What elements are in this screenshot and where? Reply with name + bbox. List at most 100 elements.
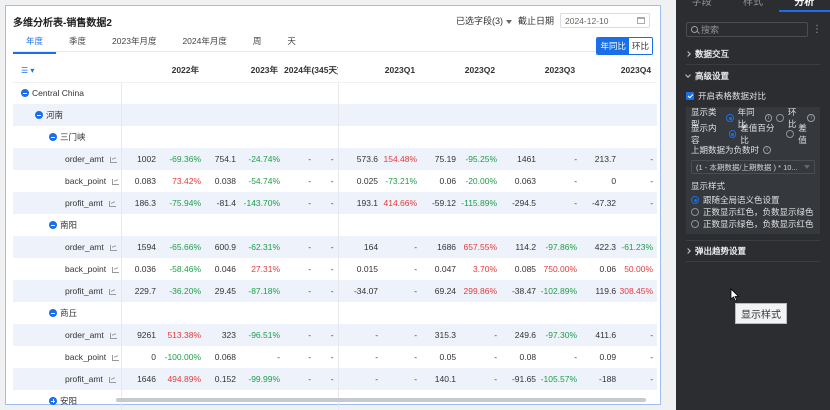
compare-cell: - (650, 352, 654, 362)
compare-cell: - (381, 236, 422, 258)
empty-cell (314, 126, 339, 148)
yoy-button[interactable]: 年同比 (597, 38, 629, 54)
trend-chart-icon[interactable] (109, 332, 117, 339)
empty-cell (581, 302, 619, 324)
metric-name: profit_amt (65, 198, 103, 208)
empty-cell (314, 214, 339, 236)
compare-cell: - (539, 148, 582, 170)
value-cell: 0.025 (356, 176, 379, 186)
value-cell: -81.4 (205, 192, 240, 214)
search-input[interactable]: 搜索 (686, 22, 808, 37)
group-label[interactable]: 河南 (13, 104, 122, 126)
tooltip: 显示样式 (735, 303, 787, 324)
metric-name: back_point (65, 352, 107, 362)
compare-cell: -58.46% (169, 264, 202, 274)
negative-formula-select[interactable]: (1 - 本期数据/上期数据 ) * 10... (691, 160, 815, 174)
empty-cell (284, 214, 314, 236)
metric-name: back_point (65, 264, 107, 274)
collapse-icon[interactable] (21, 89, 29, 98)
empty-cell (581, 104, 620, 126)
empty-cell (205, 104, 240, 126)
trend-chart-icon[interactable] (109, 156, 117, 163)
compare-cell: - (314, 280, 339, 302)
trend-chart-icon[interactable] (108, 288, 116, 295)
value-cell: 29.45 (205, 280, 240, 302)
trend-chart-icon[interactable] (112, 354, 120, 361)
tab-year[interactable]: 年度 (13, 32, 57, 54)
enable-compare-checkbox[interactable]: 开启表格数据对比 (686, 87, 820, 105)
col-header: 2023Q3 (501, 58, 582, 83)
sort-icon: ☰ ▾ (21, 65, 35, 75)
tab-fields[interactable]: 字段 (691, 0, 712, 8)
section-trend-popup: 弹出趋势设置 (676, 240, 830, 262)
empty-cell (381, 104, 422, 126)
collapse-icon[interactable] (49, 133, 57, 141)
collapse-icon[interactable] (35, 111, 43, 119)
style-option-red-pos[interactable]: 正数显示红色，负数显示绿色 (691, 206, 815, 218)
group-label[interactable]: 三门峡 (13, 126, 122, 148)
tab-week[interactable]: 周 (252, 36, 262, 46)
radio-yoy[interactable] (726, 114, 734, 122)
mom-button[interactable]: 环比 (628, 38, 652, 54)
compare-cell: -97.86% (539, 236, 582, 258)
compare-cell: - (314, 368, 339, 390)
group-label[interactable]: 商丘 (13, 302, 122, 324)
tab-divider (13, 51, 653, 52)
compare-cell: -54.74% (248, 176, 281, 186)
data-interaction-header[interactable]: 数据交互 (685, 43, 820, 65)
compare-cell: -61.23% (619, 236, 658, 258)
group-label[interactable]: 南阳 (13, 214, 122, 236)
style-option-green-pos[interactable]: 正数显示绿色，负数显示红色 (691, 218, 815, 230)
radio-diff-label: 差值 (798, 123, 807, 145)
display-style-label: 显示样式 (691, 181, 726, 191)
compare-cell: -105.57% (539, 368, 582, 390)
compare-cell: - (414, 352, 418, 362)
more-icon[interactable]: ⋮ (812, 23, 822, 35)
empty-cell (619, 126, 657, 148)
trend-chart-icon[interactable] (112, 266, 120, 273)
tab-2023-month[interactable]: 2023年月度 (112, 36, 157, 46)
group-label[interactable]: 安阳 (13, 390, 122, 410)
radio-diff-pct[interactable] (728, 130, 737, 138)
value-cell: 0.06 (599, 264, 617, 274)
empty-cell (239, 214, 284, 236)
tab-2024-month[interactable]: 2024年月度 (182, 36, 227, 46)
compare-cell: - (314, 324, 339, 346)
cutoff-date-input[interactable]: 2024-12-10 (560, 13, 650, 28)
trend-chart-icon[interactable] (108, 200, 116, 207)
tab-quarter[interactable]: 季度 (69, 36, 87, 46)
selected-fields-dropdown[interactable]: 已选字段(3) (456, 14, 512, 27)
trend-chart-icon[interactable] (112, 178, 120, 185)
empty-cell (581, 82, 619, 104)
trend-chart-icon[interactable] (109, 244, 117, 251)
group-label[interactable]: Central China (13, 82, 122, 104)
table-row: profit_amt 229.7 -36.20% 29.45 -87.18% - - -34.… (13, 280, 658, 302)
compare-cell: - (314, 258, 339, 280)
chevron-right-icon (685, 248, 691, 254)
empty-cell (539, 214, 581, 236)
trend-popup-header[interactable]: 弹出趋势设置 (685, 240, 820, 262)
radio-mom[interactable] (776, 114, 784, 122)
metric-label: back_point (13, 258, 122, 280)
metric-name: order_amt (65, 154, 104, 164)
radio-diff[interactable] (786, 130, 795, 138)
style-option-follow[interactable]: 跟随全局语义色设置 (691, 194, 815, 206)
value-cell: - (284, 368, 315, 390)
compare-cell: -75.94% (159, 192, 206, 214)
sort-header[interactable]: ☰ ▾ (13, 58, 121, 83)
compare-cell: - (619, 192, 658, 214)
expand-icon[interactable] (49, 397, 57, 405)
info-icon: i (764, 114, 773, 122)
collapse-icon[interactable] (49, 309, 57, 317)
display-type-row: 显示类型 年同比 i 环比 i (691, 107, 815, 129)
tab-style[interactable]: 样式 (742, 0, 763, 8)
horizontal-scrollbar[interactable] (116, 398, 646, 402)
advanced-header[interactable]: 高级设置 (685, 65, 820, 87)
empty-cell (581, 214, 619, 236)
collapse-icon[interactable] (49, 221, 57, 229)
tab-day[interactable]: 天 (287, 36, 296, 46)
compare-cell: - (414, 264, 418, 274)
tab-analysis[interactable]: 分析 (794, 0, 815, 8)
trend-chart-icon[interactable] (108, 376, 116, 383)
col-header: 2023Q2 (421, 58, 502, 83)
